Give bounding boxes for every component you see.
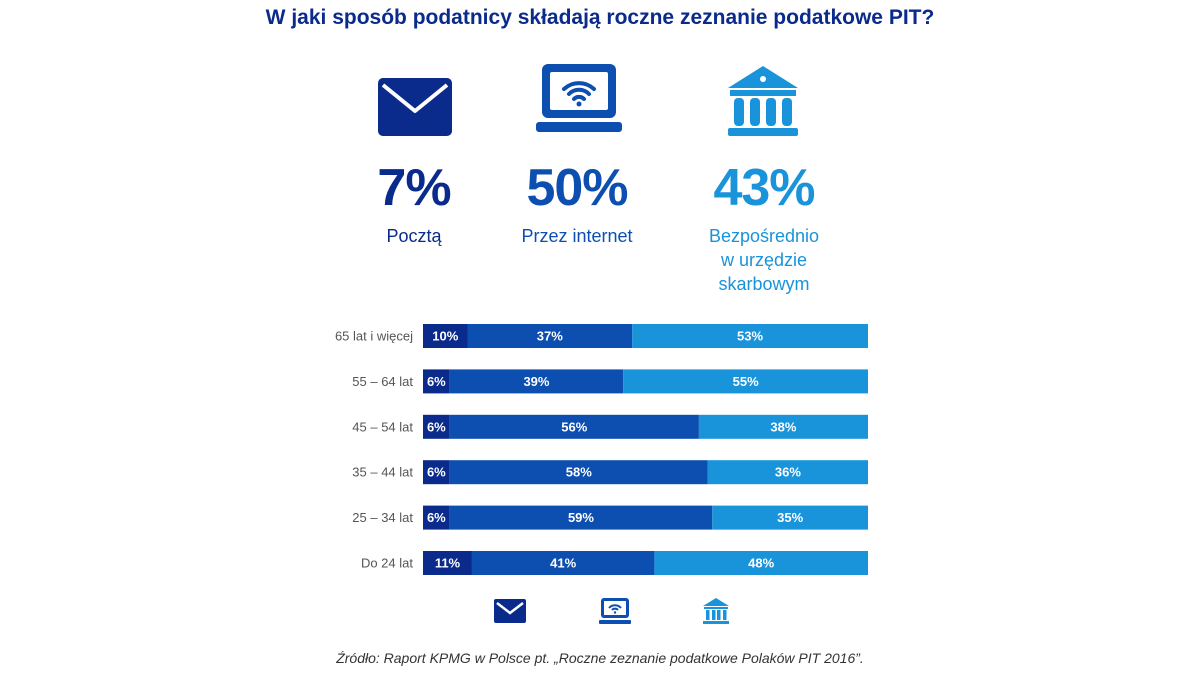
internet-label-line: Przez internet bbox=[521, 226, 633, 246]
bar-value-label: 35% bbox=[777, 510, 803, 525]
bar-segment bbox=[707, 460, 868, 485]
bar-value-label: 38% bbox=[770, 419, 796, 434]
bar-value-label: 6% bbox=[427, 465, 446, 480]
bar-value-label: 6% bbox=[427, 419, 446, 434]
bar-value-label: 56% bbox=[561, 419, 587, 434]
bar-segment bbox=[654, 551, 868, 575]
laptop-wifi-icon bbox=[536, 64, 622, 132]
bar-segment bbox=[449, 414, 699, 439]
office-label-line-3: skarbowym bbox=[718, 274, 810, 294]
chart-title: W jaki sposób podatnicy składają roczne … bbox=[265, 6, 935, 29]
bar-segment bbox=[632, 324, 868, 348]
bar-value-label: 37% bbox=[537, 329, 563, 344]
row-label: 55 – 64 lat bbox=[352, 374, 413, 389]
office-label: Bezpośrednio w urzędzie skarbowym bbox=[654, 224, 874, 296]
bar-value-label: 6% bbox=[427, 374, 446, 389]
internet-percentage: 50% bbox=[526, 159, 628, 217]
bank-building-icon bbox=[728, 66, 798, 136]
post-label-line: Pocztą bbox=[386, 226, 442, 246]
bar-value-label: 58% bbox=[566, 465, 592, 480]
bar-value-label: 39% bbox=[523, 374, 549, 389]
source-note: Źródło: Raport KPMG w Polsce pt. „Roczne… bbox=[336, 650, 864, 666]
bar-segment bbox=[449, 505, 713, 530]
bar-segment bbox=[423, 460, 450, 485]
bar-value-label: 6% bbox=[427, 510, 446, 525]
legend-bank-building-icon bbox=[703, 598, 729, 624]
bar-segment bbox=[423, 551, 472, 575]
bar-segment bbox=[467, 324, 633, 348]
legend-laptop-wifi-icon bbox=[599, 598, 631, 624]
bar-segment bbox=[449, 369, 624, 394]
office-percentage: 43% bbox=[713, 159, 815, 217]
bar-segment bbox=[423, 414, 450, 439]
bar-value-label: 36% bbox=[775, 465, 801, 480]
bar-value-label: 11% bbox=[435, 556, 461, 571]
bar-segment bbox=[471, 551, 655, 575]
row-label: 35 – 44 lat bbox=[352, 465, 413, 480]
envelope-icon bbox=[378, 78, 452, 136]
post-percentage: 7% bbox=[377, 159, 451, 217]
bar-segment bbox=[423, 505, 450, 530]
bar-segment bbox=[449, 460, 708, 485]
legend-envelope-icon bbox=[494, 599, 526, 623]
office-label-line-1: Bezpośrednio bbox=[708, 226, 820, 246]
internet-label: Przez internet bbox=[467, 224, 687, 248]
bar-value-label: 53% bbox=[737, 329, 763, 344]
row-label: 65 lat i więcej bbox=[335, 329, 413, 344]
bar-segment bbox=[712, 505, 868, 530]
post-label: Pocztą bbox=[304, 224, 524, 248]
row-label: 25 – 34 lat bbox=[352, 510, 413, 525]
bar-segment bbox=[623, 369, 868, 394]
row-label: 45 – 54 lat bbox=[352, 419, 413, 434]
bar-value-label: 55% bbox=[733, 374, 759, 389]
office-label-line-2: w urzędzie bbox=[720, 250, 808, 270]
bar-segment bbox=[423, 369, 450, 394]
bar-value-label: 48% bbox=[748, 556, 774, 571]
bar-value-label: 41% bbox=[550, 556, 576, 571]
bar-value-label: 10% bbox=[432, 329, 458, 344]
stacked-bar-chart: 65 lat i więcej 10% 37% 53% 55 – 64 lat 6% 39%… bbox=[335, 324, 868, 575]
row-label: Do 24 lat bbox=[361, 556, 413, 571]
bar-segment bbox=[698, 414, 868, 439]
bar-value-label: 59% bbox=[568, 510, 594, 525]
bar-segment bbox=[423, 324, 468, 348]
